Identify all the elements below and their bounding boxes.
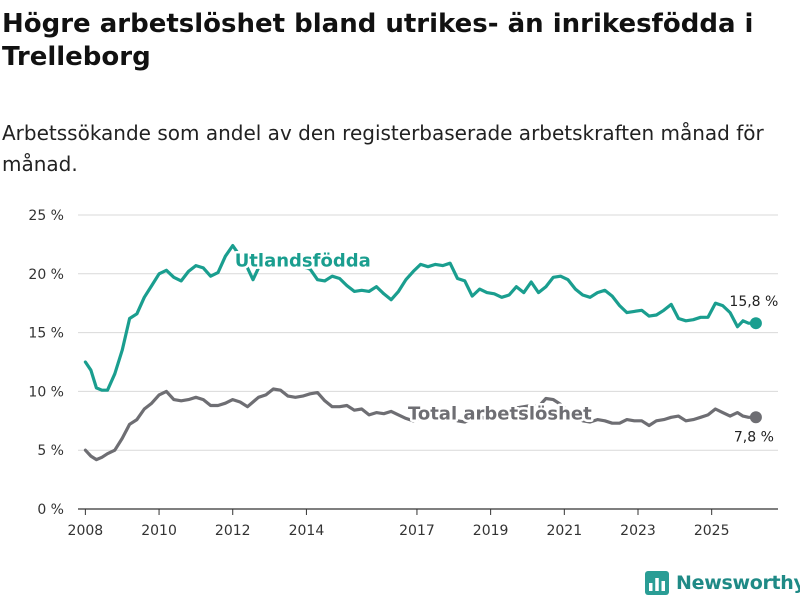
newsworthy-brand: Newsworthy — [645, 568, 800, 598]
y-tick-label: 10 % — [28, 384, 64, 400]
x-tick-label: 2012 — [215, 523, 251, 539]
series-line-utlandsfodda — [83, 244, 758, 392]
x-tick-label: 2025 — [694, 523, 730, 539]
series-name-label-total: Total arbetslöshet — [408, 404, 592, 425]
x-tick-label: 2021 — [546, 523, 582, 539]
series-name-label-utlandsfodda: Utlandsfödda — [235, 251, 371, 272]
chart-subtitle: Arbetssökande som andel av den registerb… — [2, 121, 764, 176]
series-end-label-utlandsfodda: 15,8 % — [729, 294, 778, 310]
y-tick-label: 20 % — [28, 267, 64, 283]
x-tick-label: 2017 — [399, 523, 435, 539]
series-end-marker-utlandsfodda — [749, 317, 762, 330]
brand-name: Newsworthy — [676, 572, 800, 594]
series-line-total — [83, 387, 758, 462]
y-tick-label: 0 % — [37, 502, 64, 518]
series-end-label-total: 7,8 % — [734, 429, 774, 445]
y-tick-label: 5 % — [37, 443, 64, 459]
x-tick-label: 2014 — [289, 523, 325, 539]
y-tick-label: 15 % — [28, 326, 64, 342]
x-tick-label: 2019 — [473, 523, 509, 539]
x-tick-label: 2010 — [141, 523, 177, 539]
x-tick-label: 2008 — [68, 523, 104, 539]
y-tick-label: 25 % — [28, 208, 64, 224]
bar-chart-logo-icon — [645, 571, 669, 595]
series-end-marker-total — [749, 411, 762, 424]
chart-title: Högre arbetslöshet bland utrikes- än inr… — [2, 9, 754, 72]
x-tick-label: 2023 — [620, 523, 656, 539]
